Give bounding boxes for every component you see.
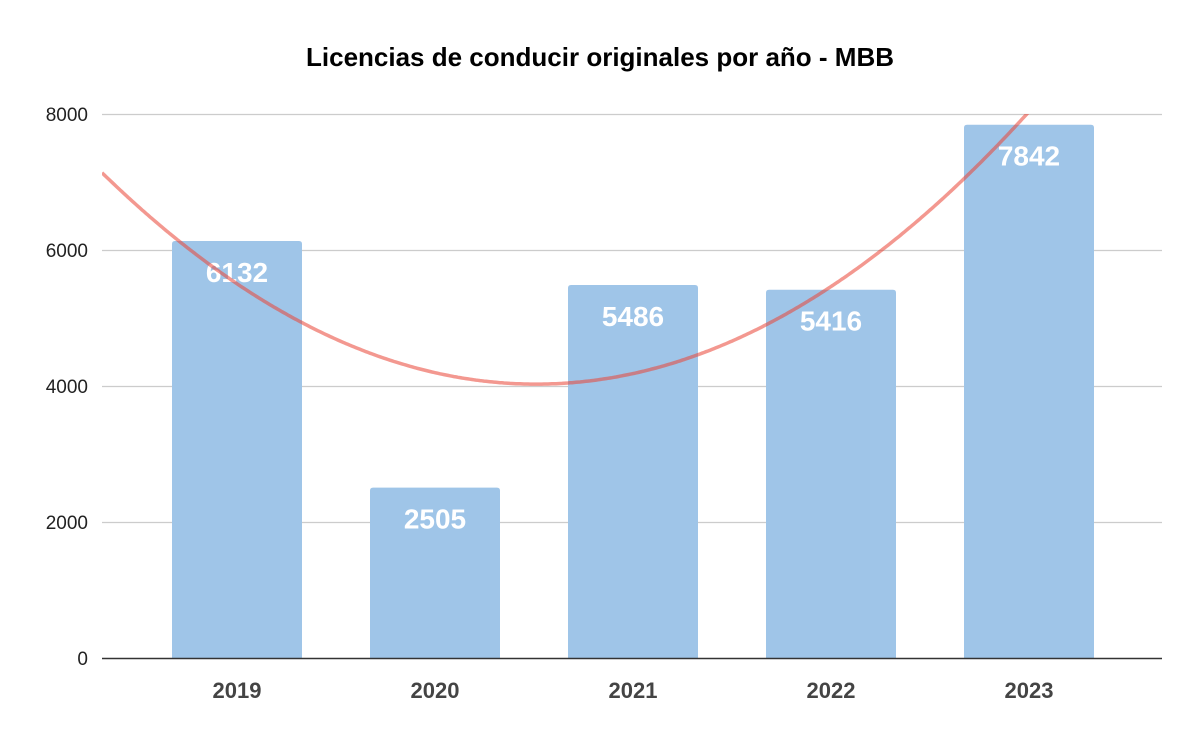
x-axis-ticks: 2019 2020 2021 2022 2023 xyxy=(213,678,1054,703)
y-axis-ticks: 0 2000 4000 6000 8000 xyxy=(46,105,88,670)
x-tick-label: 2020 xyxy=(411,678,460,703)
data-label-2022: 5416 xyxy=(800,306,862,337)
trendline-group xyxy=(102,114,1030,386)
y-tick-label: 4000 xyxy=(46,377,88,398)
chart-title: Licencias de conducir originales por año… xyxy=(306,42,894,72)
bars xyxy=(172,124,1094,659)
data-label-2020: 2505 xyxy=(404,504,466,535)
data-label-2021: 5486 xyxy=(602,301,664,332)
bar-2021 xyxy=(568,284,698,658)
bar-2019 xyxy=(172,241,302,659)
bar-2022 xyxy=(766,289,896,658)
x-tick-label: 2022 xyxy=(807,678,856,703)
bar-2020 xyxy=(370,487,500,658)
y-tick-label: 8000 xyxy=(46,105,88,126)
y-tick-label: 2000 xyxy=(46,513,88,534)
y-tick-label: 0 xyxy=(77,649,88,670)
bar-2023 xyxy=(964,124,1094,658)
trendline xyxy=(102,114,1030,386)
x-tick-label: 2021 xyxy=(609,678,658,703)
y-tick-label: 6000 xyxy=(46,241,88,262)
x-tick-label: 2019 xyxy=(213,678,262,703)
data-label-2023: 7842 xyxy=(998,141,1060,172)
x-tick-label: 2023 xyxy=(1005,678,1054,703)
